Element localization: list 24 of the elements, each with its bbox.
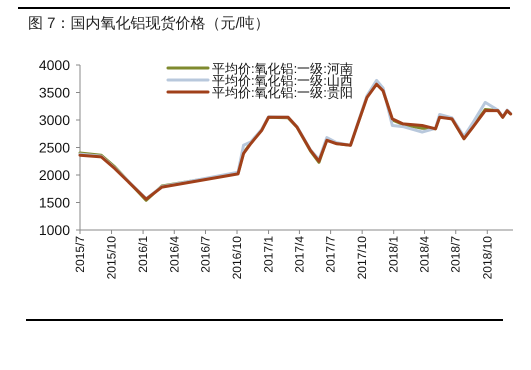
- x-tick-label: 2015/7: [73, 236, 87, 273]
- x-tick-label: 2017/1: [262, 236, 276, 273]
- y-tick-label: 3000: [38, 112, 70, 128]
- x-tick-label: 2015/10: [104, 236, 119, 280]
- y-tick-label: 1500: [38, 194, 70, 210]
- x-tick-label: 2017/10: [355, 236, 370, 280]
- y-tick-label: 3500: [38, 84, 70, 100]
- x-tick-label: 2018/1: [386, 236, 401, 273]
- x-tick-label: 2018/4: [418, 236, 432, 273]
- x-tick-label: 2018/7: [448, 236, 463, 273]
- x-tick-label: 2017/4: [292, 236, 306, 273]
- x-tick-label: 2016/10: [230, 236, 244, 280]
- y-tick-label: 1000: [38, 222, 70, 238]
- chart-title: 图 7：国内氧化铝现货价格（元/吨）: [28, 15, 270, 32]
- legend-label: 平均价:氧化铝:一级:河南: [212, 61, 353, 76]
- y-tick-label: 2500: [38, 140, 70, 156]
- legend-label: 平均价:氧化铝:一级:贵阳: [212, 85, 353, 100]
- x-tick-label: 2016/7: [198, 236, 212, 273]
- x-tick-label: 2018/10: [480, 236, 494, 280]
- x-tick-label: 2017/7: [324, 236, 338, 273]
- x-tick-label: 2016/1: [136, 236, 150, 273]
- y-tick-label: 2000: [38, 167, 70, 183]
- x-tick-label: 2016/4: [167, 236, 182, 273]
- y-tick-label: 4000: [38, 57, 70, 73]
